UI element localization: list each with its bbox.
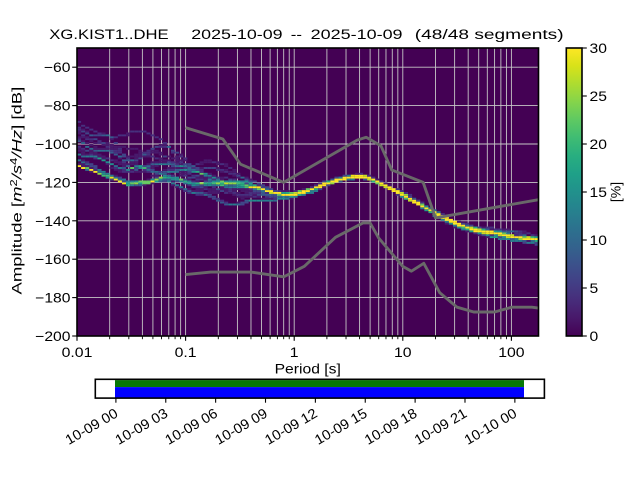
- svg-text:2025-10-09: 2025-10-09: [311, 27, 403, 43]
- svg-text:−200: −200: [35, 330, 70, 345]
- svg-text:XG.KIST1..DHE: XG.KIST1..DHE: [49, 27, 168, 42]
- svg-text:−180: −180: [35, 291, 70, 306]
- svg-text:−100: −100: [35, 138, 70, 153]
- svg-text:[%]: [%]: [608, 182, 624, 202]
- svg-text:30: 30: [590, 42, 607, 57]
- svg-text:−140: −140: [35, 214, 70, 229]
- svg-text:20: 20: [590, 138, 607, 153]
- svg-text:10: 10: [590, 234, 607, 249]
- svg-text:100: 100: [498, 345, 524, 361]
- svg-text:0: 0: [590, 330, 599, 345]
- svg-text:−120: −120: [35, 176, 70, 191]
- svg-text:Amplitude [m2/s4/Hz] [dB]: Amplitude [m2/s4/Hz] [dB]: [9, 87, 25, 295]
- svg-text:2025-10-09: 2025-10-09: [191, 27, 282, 43]
- svg-text:−60: −60: [44, 61, 71, 76]
- svg-text:0.01: 0.01: [62, 345, 93, 361]
- svg-text:−80: −80: [44, 99, 71, 114]
- svg-text:10: 10: [394, 345, 412, 361]
- svg-text:0.1: 0.1: [175, 345, 197, 361]
- svg-text:25: 25: [590, 90, 607, 105]
- svg-text:5: 5: [590, 282, 599, 297]
- svg-text:Period [s]: Period [s]: [275, 362, 341, 377]
- svg-text:1: 1: [290, 345, 299, 361]
- svg-text:--: --: [291, 27, 302, 42]
- svg-text:15: 15: [590, 186, 607, 201]
- svg-text:−160: −160: [35, 253, 70, 268]
- svg-text:(48/48 segments): (48/48 segments): [415, 26, 564, 42]
